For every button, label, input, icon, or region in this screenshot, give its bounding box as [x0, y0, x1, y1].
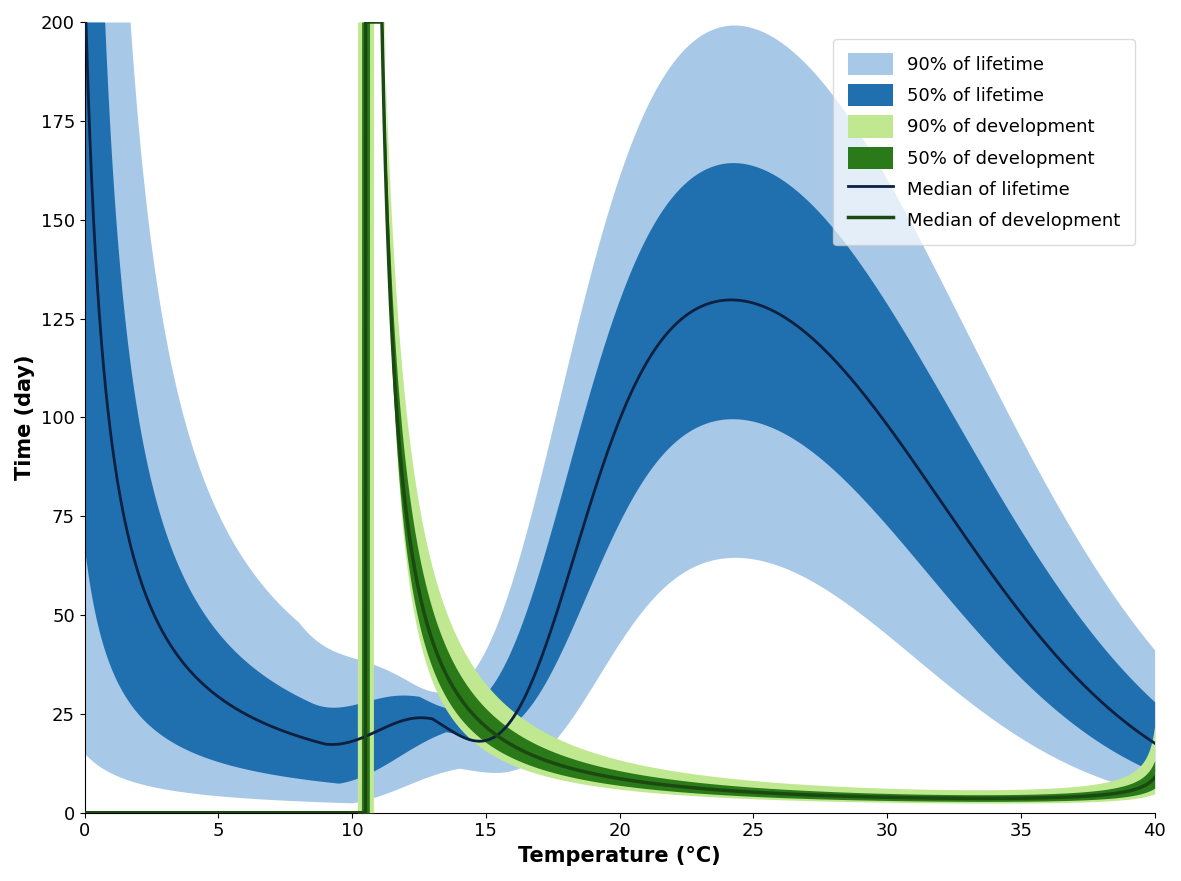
Legend: 90% of lifetime, 50% of lifetime, 90% of development, 50% of development, Median: 90% of lifetime, 50% of lifetime, 90% of…	[833, 39, 1135, 245]
Y-axis label: Time (day): Time (day)	[15, 355, 35, 480]
X-axis label: Temperature (°C): Temperature (°C)	[518, 846, 720, 866]
